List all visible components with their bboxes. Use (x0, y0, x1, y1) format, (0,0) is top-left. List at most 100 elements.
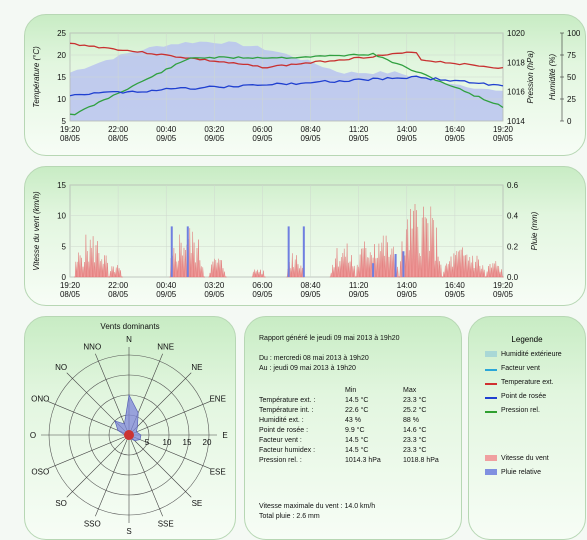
x-tick-time: 19:20 (60, 125, 81, 134)
report-max-cell: 14.6 °C (403, 427, 427, 434)
y-humidity-tick: 25 (567, 95, 576, 104)
legend-item: Facteur vent (485, 365, 540, 372)
y-left-tick: 10 (57, 212, 66, 221)
y-pressure-tick: 1014 (507, 117, 525, 126)
legend-title: Legende (511, 335, 543, 344)
rose-dir-label: SE (192, 499, 203, 508)
y-humidity-tick: 50 (567, 73, 576, 82)
report-max-cell: 23.3 °C (403, 437, 427, 444)
legend-swatch (485, 369, 497, 371)
y-left-tick: 5 (62, 242, 67, 251)
rose-dir-label: ONO (31, 394, 49, 403)
dewpoint-line (69, 75, 504, 97)
legend-label: Pluie relative (501, 469, 542, 476)
y-right-tick: 0.0 (507, 273, 519, 282)
rose-spoke (128, 434, 192, 498)
report-max-cell: 25.2 °C (403, 407, 427, 414)
legend-swatch (485, 383, 497, 385)
legend-label: Vitesse du vent (501, 455, 549, 462)
report-total-rain: Total pluie : 2.6 mm (259, 513, 320, 520)
y-left-tick: 5 (62, 117, 67, 126)
legend-label: Pression rel. (501, 407, 540, 414)
x-tick-time: 06:00 (252, 125, 273, 134)
rose-dir-label: ESE (210, 468, 226, 477)
report-min-cell: 14.5 °C (345, 437, 369, 444)
rose-spoke (128, 372, 192, 436)
x-tick-time: 14:00 (397, 281, 418, 290)
rose-dir-label: NE (191, 363, 202, 372)
x-tick-date: 09/05 (156, 134, 177, 143)
report-max-cell: 1018.8 hPa (403, 457, 439, 464)
x-tick-date: 09/05 (156, 290, 177, 299)
x-tick-time: 03:20 (204, 125, 225, 134)
report-max-cell: 88 % (403, 417, 419, 424)
report-label-cell: Facteur humidex : (259, 447, 316, 454)
rose-spoke (128, 401, 211, 436)
rose-spoke (95, 353, 130, 436)
wind-speed-area (399, 203, 444, 278)
temperature-chart-panel: 25 20 15 10 5 1020 1018 1016 1014 100 75 50 25 0 19:20… (24, 14, 586, 156)
y-right-tick: 0.4 (507, 212, 519, 221)
legend-swatch (485, 411, 497, 413)
y-humidity-tick: 75 (567, 51, 576, 60)
rose-dir-label: SSO (84, 520, 101, 529)
report-min-cell: 14.5 °C (345, 447, 369, 454)
rain-bar (186, 226, 189, 277)
wind-speed-area (109, 265, 123, 278)
y-humidity-tick: 0 (567, 117, 572, 126)
report-label-cell: Facteur vent : (259, 437, 302, 444)
x-tick-date: 09/05 (445, 290, 466, 299)
x-tick-date: 08/05 (60, 134, 81, 143)
report-generated: Rapport généré le jeudi 09 mai 2013 à 19… (259, 335, 400, 342)
legend-swatch (485, 397, 497, 399)
x-tick-date: 09/05 (445, 134, 466, 143)
report-max-cell: 23.3 °C (403, 397, 427, 404)
x-tick-time: 08:40 (301, 281, 322, 290)
y-left-tick: 0 (62, 273, 67, 282)
y-pressure-label: Pression (hPa) (526, 50, 535, 103)
rose-dir-label: OSO (31, 468, 49, 477)
x-tick-time: 08:40 (301, 125, 322, 134)
rose-dir-label: O (30, 431, 36, 440)
wind-speed-area (251, 269, 266, 278)
y-right-tick: 0.2 (507, 242, 519, 251)
x-tick-time: 03:20 (204, 281, 225, 290)
y-left-tick: 15 (57, 181, 66, 190)
report-from: Du : mercredi 08 mai 2013 à 19h20 (259, 355, 369, 362)
report-max-wind: Vitesse maximale du vent : 14.0 km/h (259, 503, 376, 510)
y-pressure-tick: 1018 (507, 58, 525, 67)
rose-ring-label: 5 (145, 438, 150, 447)
rose-spoke (47, 434, 130, 469)
legend-label: Temperature ext. (501, 379, 554, 386)
rose-spoke (66, 434, 130, 498)
y-humidity-label: Humidité (%) (548, 54, 557, 101)
x-tick-time: 00:40 (156, 125, 177, 134)
report-to: Au : jeudi 09 mai 2013 à 19h20 (259, 365, 356, 372)
rain-bar (287, 226, 290, 277)
x-tick-time: 14:00 (397, 125, 418, 134)
y-left-tick: 20 (57, 51, 66, 60)
x-tick-date: 09/05 (301, 134, 322, 143)
x-tick-date: 09/05 (204, 134, 225, 143)
rose-dir-label: E (222, 431, 227, 440)
x-tick-time: 19:20 (493, 281, 514, 290)
report-label-cell: Humidité ext. : (259, 417, 304, 424)
y-left-tick: 15 (57, 73, 66, 82)
rain-bar (170, 226, 173, 277)
rose-spoke (128, 434, 211, 469)
report-panel: Rapport généré le jeudi 09 mai 2013 à 19… (244, 316, 462, 540)
rain-bar (394, 254, 397, 277)
report-min-cell: 9.9 °C (345, 427, 365, 434)
report-min-cell: 43 % (345, 417, 361, 424)
col-min-header: Min (345, 387, 357, 394)
x-tick-date: 08/05 (60, 290, 81, 299)
rose-dir-label: NNE (157, 342, 174, 351)
rose-center (124, 430, 134, 440)
rose-dir-label: SSE (158, 520, 174, 529)
pressure-line (69, 52, 504, 116)
report-min-cell: 14.5 °C (345, 397, 369, 404)
x-tick-date: 09/05 (349, 290, 370, 299)
rose-spoke (95, 434, 130, 517)
y-left-label: Vitesse du vent (km/h) (32, 191, 41, 271)
rose-ring-label: 20 (203, 438, 212, 447)
